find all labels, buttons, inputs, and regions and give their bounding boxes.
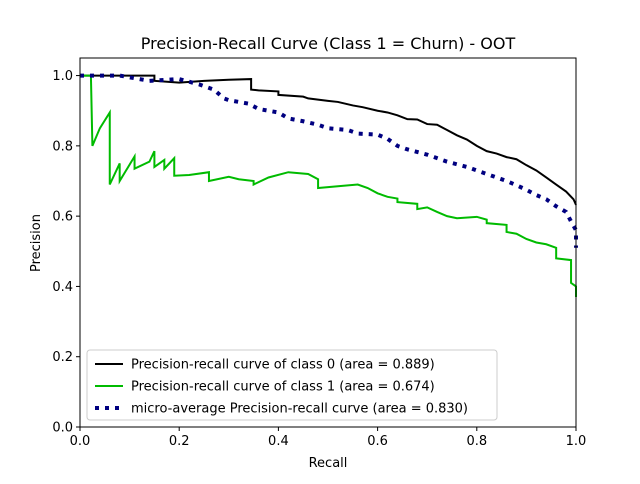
x-tick-label: 0.8 [466, 434, 487, 449]
series-line-2 [80, 73, 578, 248]
legend: Precision-recall curve of class 0 (area … [86, 349, 498, 421]
y-tick-label: 0.8 [52, 139, 73, 154]
x-tick-label: 1.0 [566, 434, 587, 449]
legend-label-2: micro-average Precision-recall curve (ar… [131, 402, 468, 417]
y-axis-label: Precision [29, 214, 44, 272]
y-tick-label: 0.6 [52, 210, 73, 225]
y-axis: 0.0 0.2 0.4 0.6 0.8 1.0 [52, 69, 80, 436]
axes-frame [79, 57, 577, 428]
y-tick-label: 0.2 [52, 350, 73, 365]
series-line-1 [80, 74, 577, 297]
legend-label-1: Precision-recall curve of class 1 (area … [131, 380, 435, 395]
x-axis: 0.0 0.2 0.4 0.6 0.8 1.0 [70, 427, 587, 449]
legend-box [86, 349, 498, 421]
series-line-0 [80, 74, 577, 206]
x-tick-label: 0.4 [268, 434, 289, 449]
y-tick-label: 1.0 [52, 69, 73, 84]
x-axis-label: Recall [309, 456, 348, 471]
series-layer [80, 73, 578, 297]
x-tick-label: 0.6 [367, 434, 388, 449]
x-tick-label: 0.0 [70, 434, 91, 449]
y-tick-label: 0.4 [52, 280, 73, 295]
y-tick-label: 0.0 [52, 421, 73, 436]
chart-title: Precision-Recall Curve (Class 1 = Churn)… [141, 34, 516, 53]
legend-label-0: Precision-recall curve of class 0 (area … [131, 358, 435, 373]
x-tick-label: 0.2 [169, 434, 190, 449]
